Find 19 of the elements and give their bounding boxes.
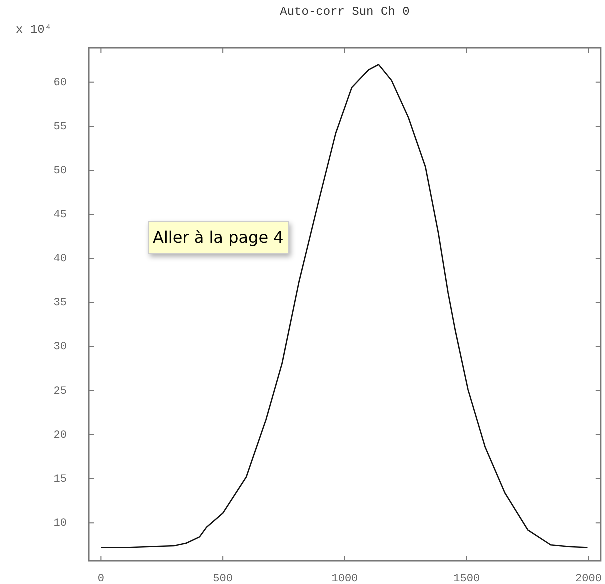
y-tick-label: 40 bbox=[54, 254, 67, 266]
chart-title: Auto-corr Sun Ch 0 bbox=[280, 5, 410, 20]
y-tick-label: 30 bbox=[54, 342, 67, 354]
y-tick-label: 10 bbox=[54, 518, 67, 530]
y-tick-label: 20 bbox=[54, 430, 67, 442]
y-tick-label: 35 bbox=[54, 298, 67, 310]
y-tick-label: 50 bbox=[54, 165, 67, 178]
y-tick-label: 60 bbox=[54, 77, 67, 90]
x-tick-label: 1000 bbox=[332, 574, 358, 584]
x-tick-label: 1500 bbox=[454, 574, 480, 584]
y-axis-title: x 10⁴ bbox=[16, 23, 52, 38]
x-tick-label: 500 bbox=[213, 574, 233, 584]
y-tick-label: 15 bbox=[54, 474, 67, 486]
y-tick-label: 45 bbox=[54, 210, 67, 222]
y-tick-label: 55 bbox=[54, 121, 67, 134]
x-tick-label: 0 bbox=[98, 574, 104, 584]
annotation: Aller à la page 4 bbox=[148, 221, 289, 254]
x-tick-label: 2000 bbox=[576, 574, 602, 584]
y-tick-label: 25 bbox=[54, 386, 67, 398]
